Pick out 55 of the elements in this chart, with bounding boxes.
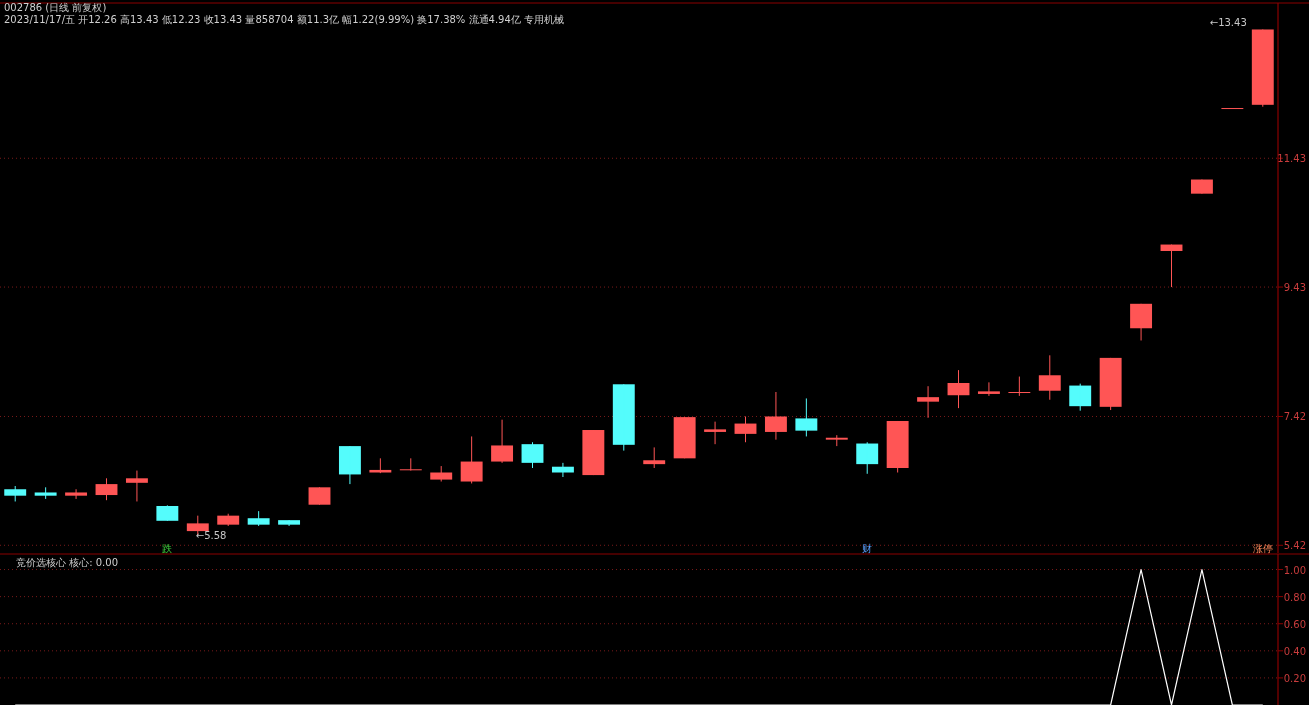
candlestick <box>1190 179 1213 195</box>
candlestick <box>856 441 879 475</box>
candlestick <box>795 397 818 437</box>
candlestick <box>521 441 544 469</box>
candlestick <box>125 470 148 502</box>
candlestick <box>247 510 270 527</box>
candlestick <box>278 519 301 527</box>
candlestick <box>1069 383 1092 412</box>
candlestick <box>369 457 392 474</box>
candlestick <box>673 416 696 459</box>
y-tick-label: 0.80 <box>1283 591 1306 603</box>
candlestick <box>917 385 940 419</box>
candlestick <box>399 457 422 472</box>
candlestick <box>1251 28 1274 108</box>
y-tick-label: 5.42 <box>1283 540 1306 552</box>
candlestick <box>643 446 666 469</box>
candlestick <box>338 445 361 485</box>
annotation: 财 <box>862 543 873 554</box>
candlestick <box>886 420 909 474</box>
candlestick <box>551 462 574 478</box>
candlestick <box>217 513 240 527</box>
y-tick-label: 1.00 <box>1283 564 1306 576</box>
y-tick-label: 7.42 <box>1283 411 1306 423</box>
y-tick-label: 0.40 <box>1283 645 1306 657</box>
y-tick-label: 11.43 <box>1277 153 1306 165</box>
candlestick <box>1130 303 1153 341</box>
y-tick-label: 0.60 <box>1283 618 1306 630</box>
candlestick <box>1099 357 1122 411</box>
candlestick <box>34 486 57 500</box>
annotation: ←5.58 <box>195 530 227 541</box>
candlestick <box>95 477 118 501</box>
candlestick <box>582 429 605 476</box>
candlestick <box>612 383 635 452</box>
y-tick-label: 9.43 <box>1283 282 1306 294</box>
candlestick <box>764 391 787 441</box>
candlestick <box>65 488 88 500</box>
candlestick <box>947 369 970 409</box>
annotation: ←13.43 <box>1209 17 1247 28</box>
candlestick <box>308 486 331 506</box>
annotation: 2023/11/17/五 开12.26 高13.43 低12.23 收13.43 量858704 额11.3亿 幅1.22(9.99%) 换17.38% 流通4.94亿 专用机械 <box>4 14 564 25</box>
candlestick <box>4 485 27 502</box>
candlestick <box>825 434 848 447</box>
candlestick <box>430 465 453 483</box>
chart-title: 002786 (日线 前复权) <box>4 2 107 13</box>
candlestick <box>156 504 179 522</box>
chart-title: 竞价选核心 核心: 0.00 <box>16 557 118 568</box>
candlestick <box>977 381 1000 397</box>
y-tick-label: 0.20 <box>1283 672 1306 684</box>
annotation: 跌 <box>162 543 173 554</box>
candlestick <box>704 421 727 445</box>
candlestick <box>1008 376 1031 397</box>
candlestick <box>491 419 514 464</box>
candlestick <box>460 435 483 484</box>
candlestick <box>1038 354 1061 401</box>
annotation: 涨停 <box>1252 543 1273 554</box>
